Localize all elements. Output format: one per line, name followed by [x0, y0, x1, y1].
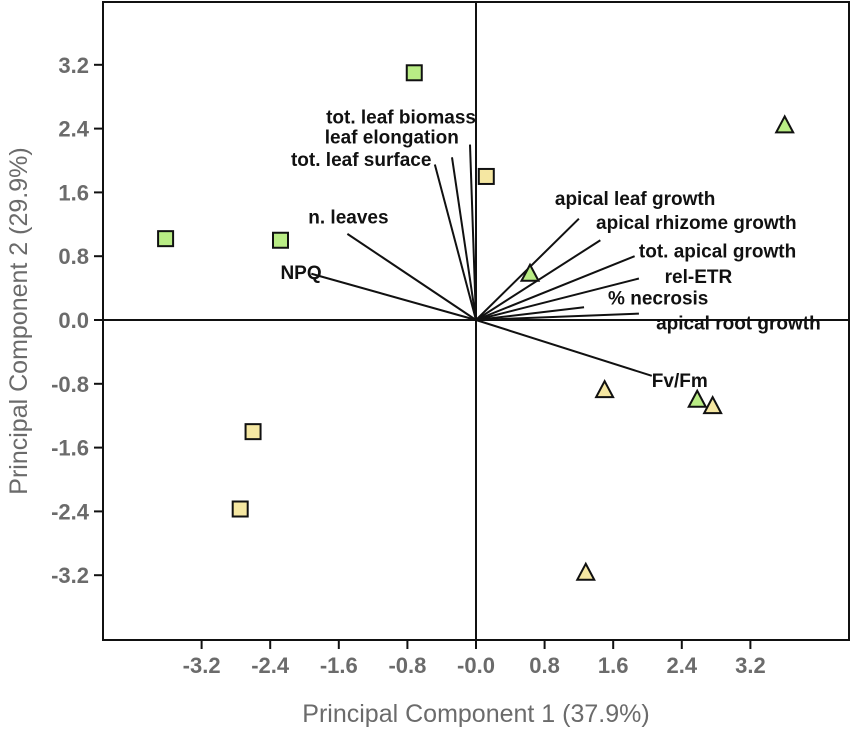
- loading-label: apical rhizome growth: [596, 213, 797, 234]
- loading-vector: [346, 233, 477, 321]
- loading-label: leaf elongation: [325, 128, 459, 149]
- point-triangle: [774, 114, 795, 134]
- loading-label: Fv/Fm: [652, 371, 708, 392]
- x-tick-label: -0.8: [388, 653, 426, 678]
- loading-label: tot. apical growth: [639, 242, 796, 263]
- loading-vector: [475, 319, 653, 377]
- loading-vector: [475, 306, 585, 321]
- loading-label: tot. leaf biomass: [326, 108, 476, 129]
- y-tick-label: 1.6: [58, 180, 89, 205]
- y-tick-label: -2.4: [51, 499, 90, 524]
- x-tick-label: -2.4: [251, 653, 290, 678]
- y-tick-label: -3.2: [51, 563, 89, 588]
- y-tick-label: -1.6: [51, 436, 89, 461]
- x-tick-label: 1.6: [598, 653, 629, 678]
- loading-vector: [475, 255, 636, 321]
- loading-vector: [475, 277, 640, 321]
- y-tick-label: 2.4: [58, 117, 89, 142]
- y-tick-label: 3.2: [58, 53, 89, 78]
- y-tick-label: 0.8: [58, 244, 89, 269]
- loading-label: tot. leaf surface: [291, 150, 431, 171]
- point-triangle: [594, 379, 615, 399]
- loading-vector: [475, 312, 639, 321]
- point-square: [157, 230, 175, 248]
- x-axis-title: Principal Component 1 (37.9%): [302, 700, 649, 728]
- loading-vector: [311, 272, 477, 321]
- point-triangle: [702, 394, 723, 415]
- loading-vector: [451, 157, 477, 321]
- loading-label: NPQ: [280, 263, 321, 284]
- y-axis-title: Principal Component 2 (29.9%): [5, 147, 33, 494]
- point-triangle: [687, 388, 708, 408]
- loading-vector: [468, 144, 477, 321]
- point-square: [405, 64, 423, 82]
- x-axis: -3.2 -2.4 -1.6 -0.8 -0.0 0.8 1.6 2.4 3.2: [183, 640, 766, 678]
- y-axis: 3.2 2.4 1.6 0.8 0.0 -0.8 -1.6 -2.4 -3.2: [51, 53, 103, 588]
- x-tick-label: -1.6: [320, 653, 358, 678]
- loading-label: apical leaf growth: [555, 189, 715, 210]
- point-square: [271, 231, 289, 249]
- x-tick-label: 2.4: [666, 653, 697, 678]
- point-square: [231, 500, 249, 518]
- loading-label: apical root growth: [656, 313, 821, 334]
- point-square: [477, 167, 495, 185]
- x-tick-label: -3.2: [183, 653, 221, 678]
- loading-vector: [433, 164, 477, 321]
- x-tick-label: 3.2: [735, 653, 766, 678]
- y-tick-label: 0.0: [58, 308, 89, 333]
- x-tick-label: -0.0: [457, 653, 495, 678]
- y-tick-label: -0.8: [51, 372, 89, 397]
- loading-label: % necrosis: [608, 289, 708, 310]
- loading-label: rel-ETR: [665, 267, 733, 288]
- point-triangle: [519, 262, 541, 282]
- x-tick-label: 0.8: [529, 653, 560, 678]
- point-square: [244, 423, 262, 441]
- score-points: [157, 64, 795, 581]
- loading-label: n. leaves: [308, 207, 388, 228]
- point-triangle: [575, 561, 596, 581]
